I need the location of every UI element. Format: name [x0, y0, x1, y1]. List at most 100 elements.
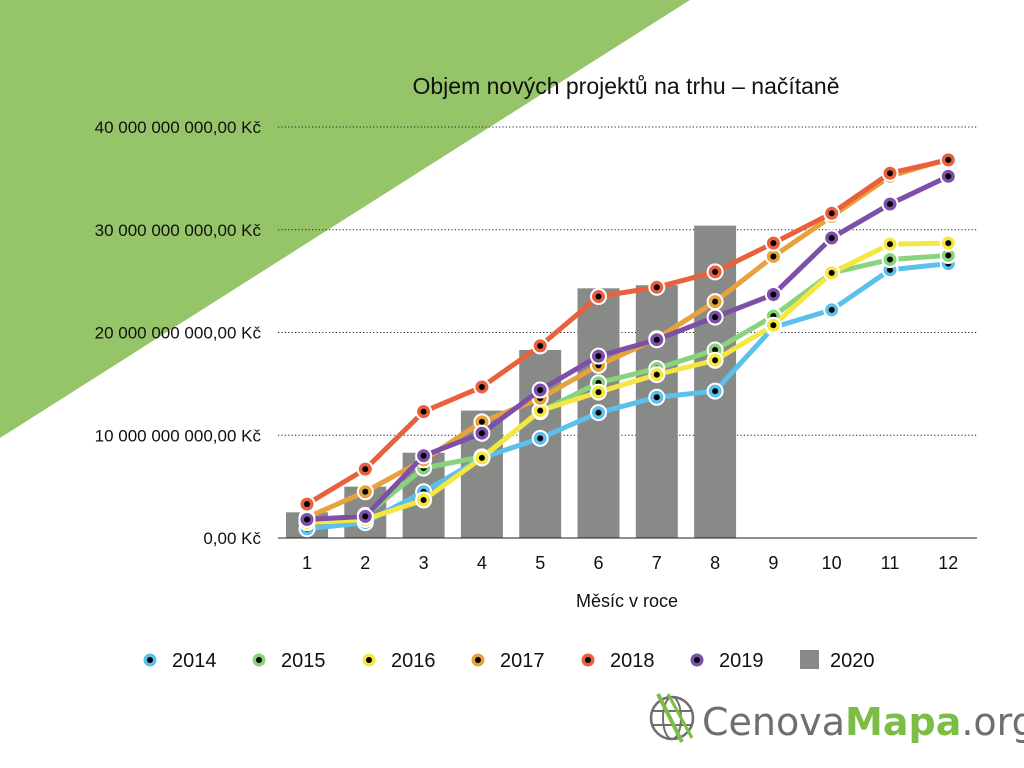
data-point-center: [712, 314, 719, 321]
data-point-center: [478, 418, 485, 425]
legend-label-2014: 2014: [172, 650, 217, 672]
y-tick-label: 0,00 Kč: [203, 529, 261, 548]
legend-label-2020: 2020: [830, 650, 875, 672]
data-point-center: [828, 210, 835, 217]
gridlines: [278, 126, 977, 436]
data-point-center: [420, 408, 427, 415]
data-point-center: [304, 516, 310, 523]
data-point-center: [304, 501, 310, 508]
data-point-center: [537, 407, 544, 414]
legend-marker-center: [366, 657, 372, 663]
x-axis-label: Měsíc v roce: [576, 591, 678, 611]
svg-text:CenovaMapa.org: CenovaMapa.org: [702, 700, 1024, 744]
x-axis-tick-labels: 1 2 3 4 5 6 7 8 9 10 11 12: [302, 553, 958, 573]
data-point-center: [770, 291, 777, 298]
data-point-center: [945, 240, 952, 247]
legend-marker-center: [147, 657, 153, 663]
data-point-center: [537, 387, 544, 394]
data-point-center: [362, 488, 369, 495]
legend-marker-2020: [800, 650, 819, 669]
data-point-center: [770, 322, 777, 329]
data-point-center: [945, 252, 952, 259]
globe-icon: [649, 693, 695, 743]
x-tick-label: 3: [419, 553, 429, 573]
data-point-center: [828, 234, 835, 241]
data-point-center: [595, 293, 602, 300]
series-line: [306, 174, 950, 523]
x-tick-label: 8: [710, 553, 720, 573]
series-2017: [298, 150, 957, 526]
data-point-center: [653, 394, 660, 401]
data-point-center: [945, 173, 952, 180]
legend-marker-center: [256, 657, 262, 663]
data-point-center: [712, 268, 719, 275]
data-point-center: [712, 388, 719, 395]
data-point-center: [595, 409, 602, 416]
data-point-center: [945, 156, 952, 163]
legend-marker-center: [475, 657, 481, 663]
x-tick-label: 7: [652, 553, 662, 573]
data-point-center: [420, 496, 427, 503]
data-point-center: [712, 346, 719, 353]
data-point-center: [653, 284, 660, 291]
y-axis-tick-labels: 0,00 Kč 10 000 000 000,00 Kč 20 000 000 00…: [95, 118, 262, 548]
green-corner-triangle: [0, 0, 690, 438]
legend: 2014 2015 2016 2017 2018 2019 2020: [141, 650, 875, 672]
x-tick-label: 6: [593, 553, 603, 573]
data-point-center: [362, 466, 369, 473]
data-point-center: [770, 253, 777, 260]
data-point-center: [887, 256, 893, 263]
data-point-center: [478, 383, 485, 390]
legend-marker-center: [694, 657, 700, 663]
logo-text-mapa: Mapa: [845, 700, 961, 744]
data-point-center: [828, 269, 835, 276]
cenovamapa-logo: CenovaMapa.org: [649, 693, 1024, 744]
legend-label-2015: 2015: [281, 650, 326, 672]
data-point-center: [887, 170, 893, 177]
data-point-center: [653, 371, 660, 378]
y-tick-label: 30 000 000 000,00 Kč: [95, 221, 262, 240]
x-tick-label: 12: [938, 553, 958, 573]
data-point-center: [828, 306, 835, 313]
legend-marker-center: [585, 657, 591, 663]
data-point-center: [362, 513, 369, 520]
y-tick-label: 40 000 000 000,00 Kč: [95, 118, 262, 137]
data-point-center: [712, 357, 719, 364]
series-line: [306, 240, 949, 526]
series-2018: [298, 151, 957, 513]
data-point-center: [537, 342, 544, 349]
data-point-center: [478, 430, 485, 437]
series-line: [305, 157, 949, 507]
data-point-center: [712, 298, 719, 305]
logo-text-org: .org: [961, 700, 1024, 744]
data-point-center: [595, 389, 602, 396]
series-line: [306, 261, 949, 532]
line-series: [298, 150, 957, 538]
logo-text-cenova: Cenova: [702, 700, 845, 744]
x-tick-label: 1: [302, 553, 312, 573]
data-point-center: [478, 454, 485, 461]
series-2019: [298, 167, 957, 529]
legend-label-2016: 2016: [391, 650, 436, 672]
x-tick-label: 11: [881, 553, 900, 573]
data-point-center: [887, 201, 893, 208]
bar-2020: [635, 285, 678, 538]
data-point-center: [887, 266, 893, 273]
data-point-center: [595, 353, 602, 360]
legend-label-2019: 2019: [719, 650, 764, 672]
x-tick-label: 9: [768, 553, 778, 573]
data-point-center: [770, 240, 777, 247]
data-point-center: [653, 336, 660, 343]
data-point-center: [887, 241, 893, 248]
chart-title: Objem nových projektů na trhu – načítaně: [412, 73, 839, 99]
legend-label-2018: 2018: [610, 650, 655, 672]
y-tick-label: 10 000 000 000,00 Kč: [95, 426, 262, 445]
x-tick-label: 2: [360, 553, 370, 573]
series-2014: [298, 255, 957, 538]
x-tick-label: 5: [535, 553, 545, 573]
x-tick-label: 4: [477, 553, 487, 573]
y-tick-label: 20 000 000 000,00 Kč: [95, 324, 262, 343]
x-tick-label: 10: [822, 553, 842, 573]
data-point-center: [420, 452, 427, 459]
